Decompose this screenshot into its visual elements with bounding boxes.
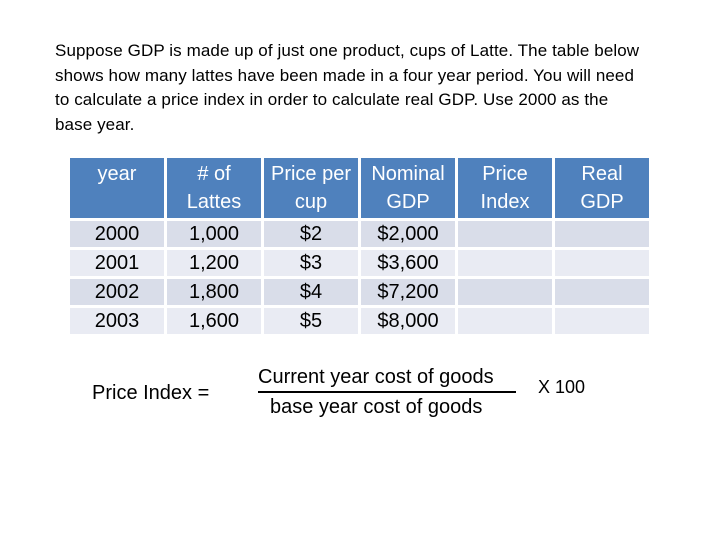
cell-price: $3 (264, 250, 358, 276)
instructions-line-3: to calculate a price index in order to c… (55, 90, 609, 109)
cell-price-index (458, 221, 552, 247)
cell-real-gdp (555, 308, 649, 334)
header-price-line-2: cup (294, 191, 328, 213)
cell-nominal-gdp: $7,200 (361, 279, 455, 305)
cell-real-gdp (555, 250, 649, 276)
header-year-line-1: year (97, 163, 137, 185)
cell-lattes: 1,600 (167, 308, 261, 334)
table-row: 2000 1,000 $2 $2,000 (70, 221, 649, 247)
cell-lattes: 1,200 (167, 250, 261, 276)
header-lattes-line-1: # of (197, 163, 231, 185)
fraction-bar (258, 391, 516, 393)
table-row: 2001 1,200 $3 $3,600 (70, 250, 649, 276)
header-index-line-2: Index (480, 191, 530, 213)
cell-real-gdp (555, 279, 649, 305)
cell-price: $4 (264, 279, 358, 305)
formula-numerator: Current year cost of goods (258, 366, 494, 388)
header-real-gdp: Real GDP (555, 158, 649, 218)
instructions-paragraph: Suppose GDP is made up of just one produ… (55, 39, 695, 137)
header-year: year (70, 158, 164, 218)
formula-multiplier: X 100 (538, 377, 586, 397)
formula-lhs: Price Index = (92, 382, 210, 404)
cell-real-gdp (555, 221, 649, 247)
cell-year: 2001 (70, 250, 164, 276)
header-nominal-gdp: Nominal GDP (361, 158, 455, 218)
table-row: 2003 1,600 $5 $8,000 (70, 308, 649, 334)
instructions-line-2: shows how many lattes have been made in … (55, 65, 635, 85)
cell-price-index (458, 308, 552, 334)
cell-nominal-gdp: $2,000 (361, 221, 455, 247)
header-lattes: # of Lattes (167, 158, 261, 218)
header-price-index: Price Index (458, 158, 552, 218)
header-price-line-1: Price per (270, 163, 352, 185)
cell-year: 2000 (70, 221, 164, 247)
header-nominal-line-1: Nominal (371, 163, 445, 185)
cell-year: 2003 (70, 308, 164, 334)
formula-denominator: base year cost of goods (270, 396, 483, 418)
header-real-line-1: Real (581, 163, 623, 185)
header-lattes-line-2: Lattes (186, 191, 242, 213)
header-price-per-cup: Price per cup (264, 158, 358, 218)
header-nominal-line-2: GDP (386, 191, 430, 213)
table-row: 2002 1,800 $4 $7,200 (70, 279, 649, 305)
cell-price-index (458, 279, 552, 305)
instructions-line-4: base year. (55, 114, 135, 134)
cell-price: $5 (264, 308, 358, 334)
table-header-row: year # of Lattes Price per cup Nominal G… (70, 158, 649, 218)
header-index-line-1: Price (482, 163, 528, 185)
instructions-line-1: Suppose GDP is made up of just one produ… (55, 41, 640, 60)
price-index-formula: Price Index = Current year cost of goods… (92, 364, 632, 434)
gdp-table: year # of Lattes Price per cup Nominal G… (67, 155, 652, 337)
cell-year: 2002 (70, 279, 164, 305)
cell-nominal-gdp: $8,000 (361, 308, 455, 334)
cell-price: $2 (264, 221, 358, 247)
cell-nominal-gdp: $3,600 (361, 250, 455, 276)
cell-lattes: 1,000 (167, 221, 261, 247)
header-real-line-2: GDP (580, 191, 624, 213)
cell-lattes: 1,800 (167, 279, 261, 305)
cell-price-index (458, 250, 552, 276)
